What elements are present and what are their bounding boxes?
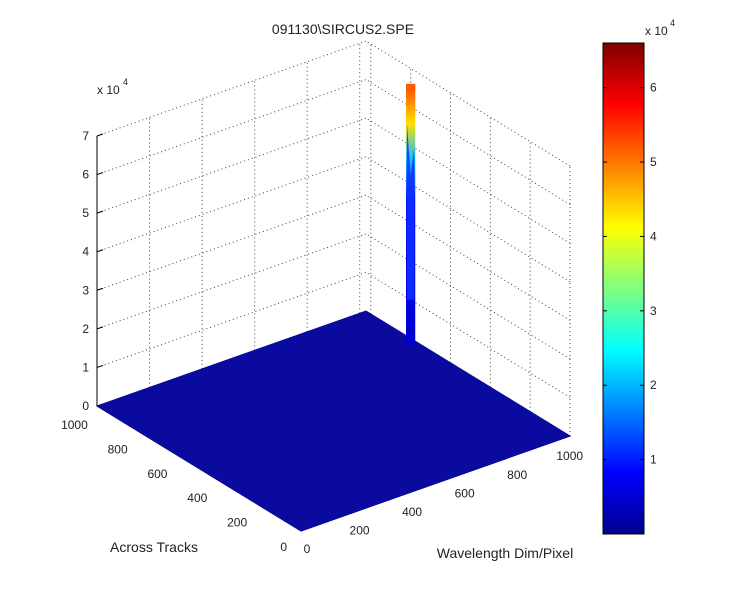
z-tick bbox=[96, 249, 104, 253]
peak-dip bbox=[406, 123, 415, 300]
z-tick-label: 3 bbox=[82, 283, 89, 297]
z-axis-exponent: x 10 bbox=[97, 83, 120, 97]
z-tick bbox=[96, 287, 104, 291]
z-tick bbox=[96, 326, 104, 330]
y-tick-label: 1000 bbox=[61, 418, 88, 432]
y-axis-label: Across Tracks bbox=[110, 539, 198, 555]
y-tick-label: 800 bbox=[108, 442, 128, 456]
back-wall-gridline bbox=[96, 156, 367, 253]
right-wall-gridline bbox=[365, 194, 571, 321]
back-wall-gridline bbox=[96, 233, 367, 330]
colorbar bbox=[602, 42, 645, 535]
surface-floor bbox=[95, 310, 572, 532]
colorbar-tick-label: 6 bbox=[650, 81, 657, 95]
colorbar-tick-label: 5 bbox=[650, 155, 657, 169]
z-tick bbox=[96, 172, 104, 176]
back-wall-gridline bbox=[96, 79, 367, 176]
right-wall-gridline bbox=[365, 40, 571, 167]
z-tick-label: 6 bbox=[82, 168, 89, 182]
z-tick-label: 4 bbox=[82, 245, 89, 259]
x-axis-label: Wavelength Dim/Pixel bbox=[437, 545, 573, 561]
z-tick-label: 0 bbox=[82, 399, 89, 413]
z-axis-exponent-power: 4 bbox=[123, 77, 128, 87]
right-wall-gridline bbox=[365, 79, 571, 205]
z-tick bbox=[96, 210, 104, 214]
x-tick-label: 200 bbox=[350, 523, 370, 537]
colorbar-exponent-power: 4 bbox=[670, 18, 675, 28]
z-tick-label: 2 bbox=[82, 322, 89, 336]
x-tick-label: 400 bbox=[402, 505, 422, 519]
y-tick-label: 600 bbox=[147, 467, 167, 481]
back-wall-gridline bbox=[96, 194, 367, 291]
x-tick-label: 800 bbox=[507, 468, 527, 482]
colorbar-tick-label: 2 bbox=[650, 378, 657, 392]
chart-title: 091130\SIRCUS2.SPE bbox=[272, 21, 414, 37]
x-tick-label: 1000 bbox=[556, 449, 583, 463]
z-tick-label: 7 bbox=[82, 129, 89, 143]
z-tick-label: 1 bbox=[82, 360, 89, 374]
z-tick bbox=[96, 133, 104, 137]
colorbar-tick-label: 4 bbox=[650, 229, 657, 243]
peak-cap bbox=[405, 83, 416, 90]
z-tick-label: 5 bbox=[82, 206, 89, 220]
colorbar-exponent: x 10 bbox=[645, 24, 668, 38]
x-tick-label: 600 bbox=[455, 486, 475, 500]
colorbar-tick-label: 1 bbox=[650, 453, 657, 467]
right-wall-gridline bbox=[365, 117, 571, 244]
z-tick bbox=[96, 364, 104, 368]
back-wall-gridline bbox=[96, 117, 367, 214]
back-wall-gridline bbox=[96, 40, 367, 137]
y-tick-label: 200 bbox=[227, 516, 247, 530]
x-tick-label: 0 bbox=[304, 542, 311, 556]
y-tick-label: 400 bbox=[187, 491, 207, 505]
colorbar-tick-label: 3 bbox=[650, 304, 657, 318]
y-tick-label: 0 bbox=[280, 540, 287, 554]
right-wall-gridline bbox=[365, 156, 571, 283]
